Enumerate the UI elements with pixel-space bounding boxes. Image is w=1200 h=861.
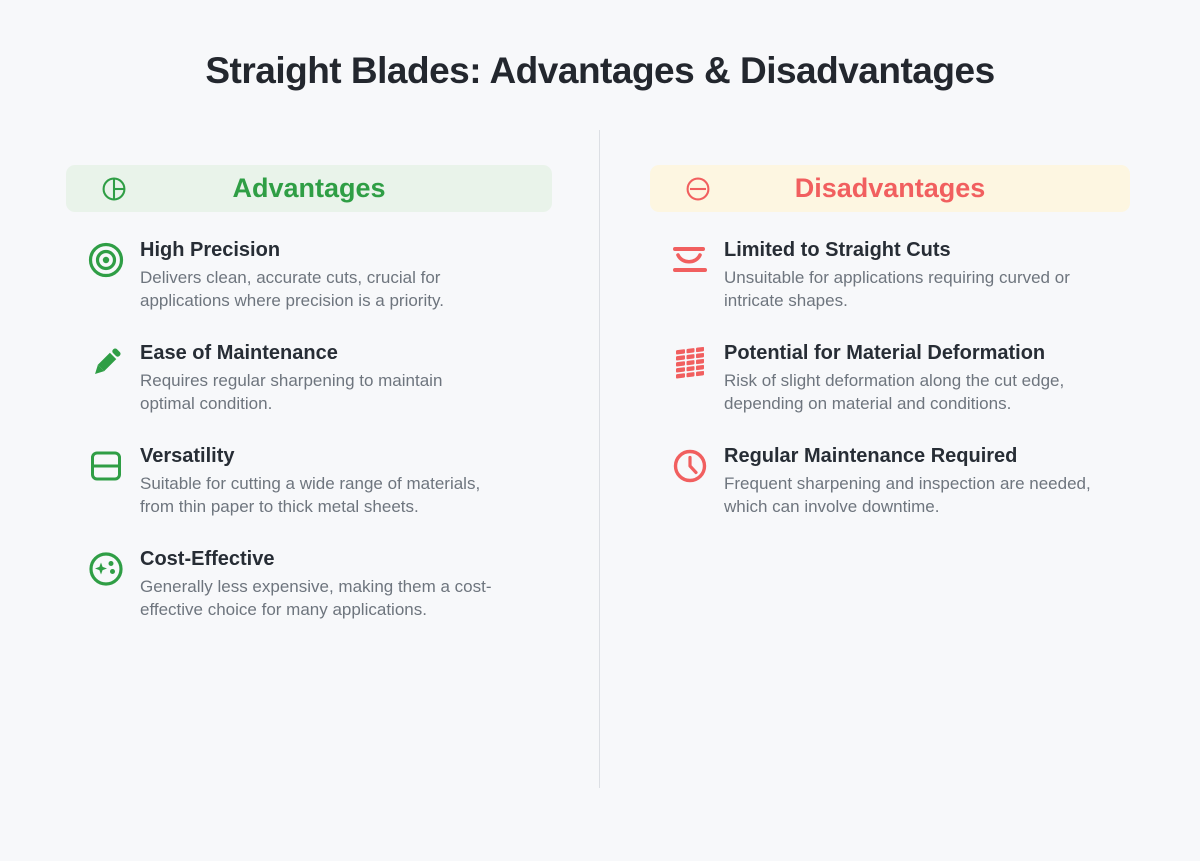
item-description: Generally less expensive, making them a …: [140, 577, 492, 619]
disadvantages-header: Disadvantages: [650, 165, 1130, 212]
item-title: Potential for Material Deformation: [724, 342, 1046, 364]
list-item: Versatility Suitable for cutting a wide …: [66, 445, 552, 518]
advantages-header: Advantages: [66, 165, 552, 212]
minus-circle-icon: [682, 173, 714, 205]
page-title: Straight Blades: Advantages & Disadvanta…: [205, 50, 995, 91]
item-description: Suitable for cutting a wide range of mat…: [140, 474, 481, 516]
split-rows-icon: [86, 446, 126, 486]
target-icon: [86, 240, 126, 280]
pencil-icon: [86, 343, 126, 383]
item-body: High Precision Delivers clean, accurate …: [140, 239, 500, 312]
item-description: Requires regular sharpening to maintain …: [140, 371, 443, 413]
item-body: Potential for Material Deformation Risk …: [724, 342, 1130, 415]
item-body: Cost-Effective Generally less expensive,…: [140, 548, 500, 621]
item-body: Versatility Suitable for cutting a wide …: [140, 445, 500, 518]
item-description: Delivers clean, accurate cuts, crucial f…: [140, 268, 444, 310]
item-description: Unsuitable for applications requiring cu…: [724, 268, 1070, 310]
item-title: Cost-Effective: [140, 548, 275, 570]
item-title: Ease of Maintenance: [140, 342, 338, 364]
disadvantages-header-label: Disadvantages: [794, 173, 986, 203]
item-description: Risk of slight deformation along the cut…: [724, 371, 1065, 413]
advantages-items: High Precision Delivers clean, accurate …: [66, 239, 552, 621]
clock-icon: [670, 446, 710, 486]
column-divider: [599, 130, 600, 788]
advantages-column: Advantages High Precision Delivers clean…: [66, 165, 552, 651]
item-body: Ease of Maintenance Requires regular sha…: [140, 342, 500, 415]
item-description: Frequent sharpening and inspection are n…: [724, 474, 1091, 516]
item-title: Versatility: [140, 445, 235, 467]
disadvantages-items: Limited to Straight Cuts Unsuitable for …: [650, 239, 1130, 518]
disadvantages-column: Disadvantages Limited to Straight Cuts U…: [650, 165, 1130, 548]
list-item: Ease of Maintenance Requires regular sha…: [66, 342, 552, 415]
curve-between-lines-icon: [670, 240, 710, 280]
item-title: Limited to Straight Cuts: [724, 239, 951, 261]
deformed-grid-icon: [670, 343, 710, 383]
pie-chart-icon: [98, 173, 130, 205]
list-item: Potential for Material Deformation Risk …: [650, 342, 1130, 415]
list-item: Limited to Straight Cuts Unsuitable for …: [650, 239, 1130, 312]
list-item: Cost-Effective Generally less expensive,…: [66, 548, 552, 621]
item-body: Regular Maintenance Required Frequent sh…: [724, 445, 1130, 518]
item-body: Limited to Straight Cuts Unsuitable for …: [724, 239, 1130, 312]
item-title: Regular Maintenance Required: [724, 445, 1018, 467]
list-item: High Precision Delivers clean, accurate …: [66, 239, 552, 312]
item-title: High Precision: [140, 239, 281, 261]
advantages-header-label: Advantages: [232, 173, 386, 203]
list-item: Regular Maintenance Required Frequent sh…: [650, 445, 1130, 518]
coin-icon: [86, 549, 126, 589]
